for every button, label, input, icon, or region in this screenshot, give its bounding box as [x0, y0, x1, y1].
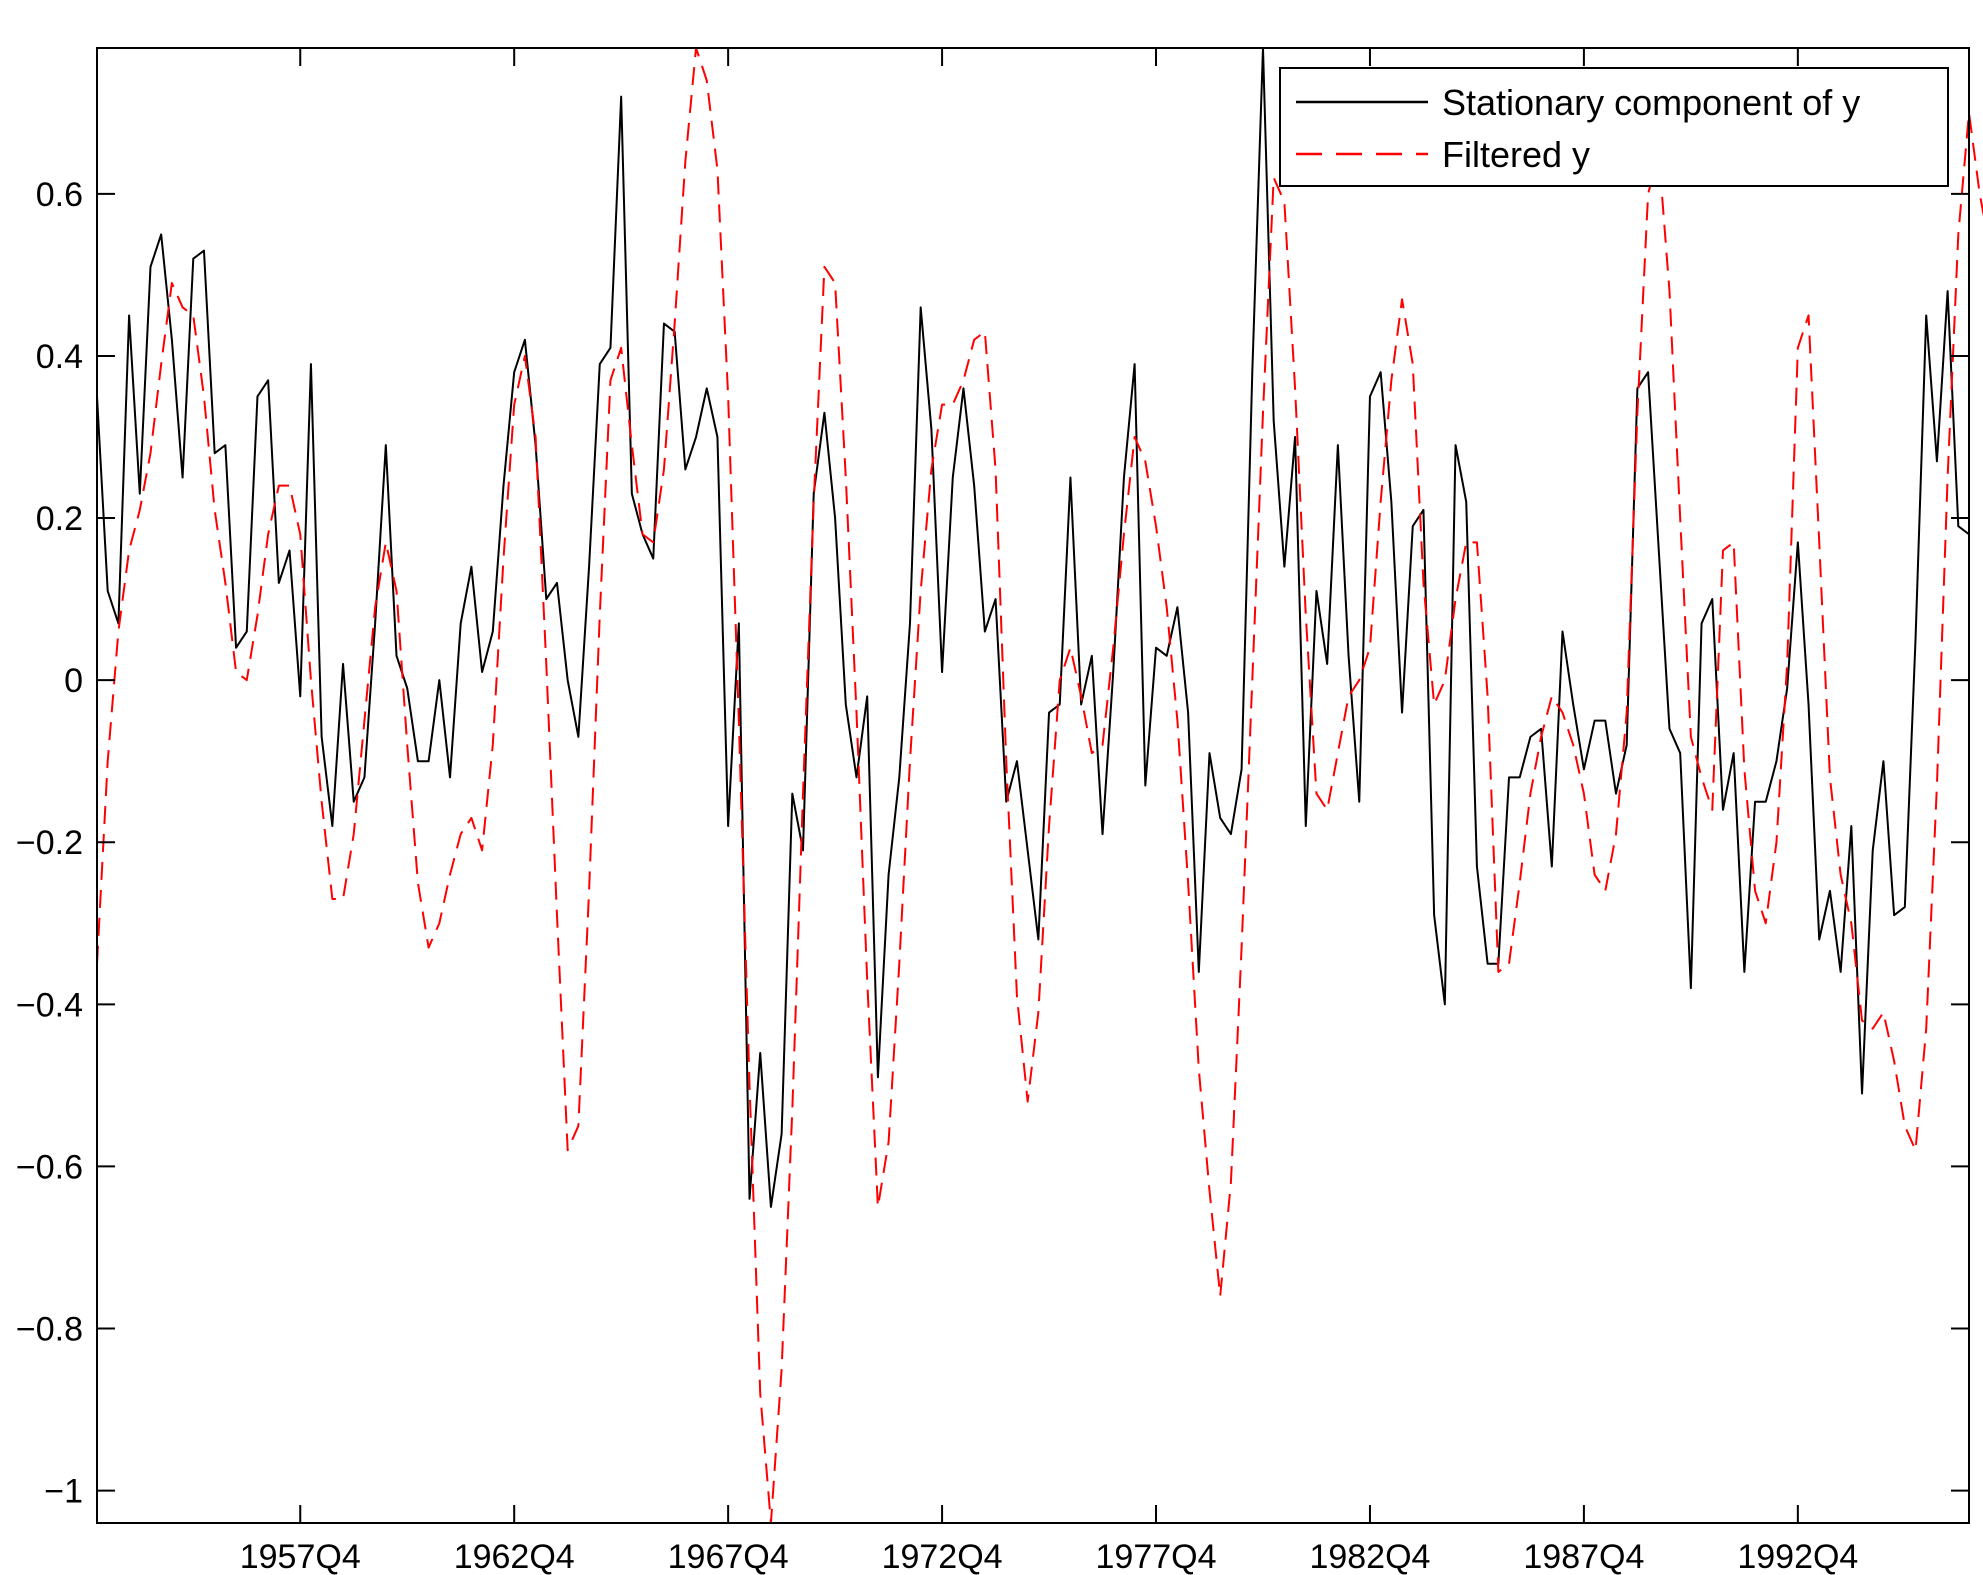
y-tick-label: −0.6 [16, 1148, 83, 1186]
series-line-stationary [96, 47, 1970, 1208]
series-line-filtered [96, 47, 1983, 1524]
y-tick-label: −0.2 [16, 824, 83, 862]
legend: Stationary component of y Filtered y [1279, 67, 1949, 187]
y-tick-label: −1 [44, 1473, 83, 1511]
y-tick-label: −0.8 [16, 1310, 83, 1348]
x-tick-label: 1992Q4 [1737, 1538, 1858, 1575]
series-layer [96, 47, 1983, 1524]
x-tick-label: 1987Q4 [1523, 1538, 1644, 1575]
legend-label-stationary: Stationary component of y [1442, 82, 1860, 123]
x-tick-label: 1957Q4 [240, 1538, 361, 1575]
x-tick-label: 1977Q4 [1096, 1538, 1217, 1575]
y-tick-label: 0.2 [36, 500, 83, 538]
y-tick-label: −0.4 [16, 986, 83, 1024]
ticks-layer: 0.6 0.4 0.2 0 −0.2 −0.4 −0.6 −0.8 −1 1957Q4 1962Q4… [16, 48, 1969, 1575]
x-tick-label: 1967Q4 [668, 1538, 789, 1575]
y-tick-label: 0.4 [36, 338, 83, 376]
y-tick-label: 0 [64, 662, 83, 700]
x-tick-label: 1972Q4 [882, 1538, 1003, 1575]
x-tick-label: 1962Q4 [454, 1538, 575, 1575]
x-tick-label: 1982Q4 [1309, 1538, 1430, 1575]
legend-box [1279, 67, 1949, 187]
y-tick-label: 0.6 [36, 176, 83, 214]
legend-label-filtered: Filtered y [1442, 134, 1590, 175]
plot-area-frame [96, 47, 1970, 1524]
